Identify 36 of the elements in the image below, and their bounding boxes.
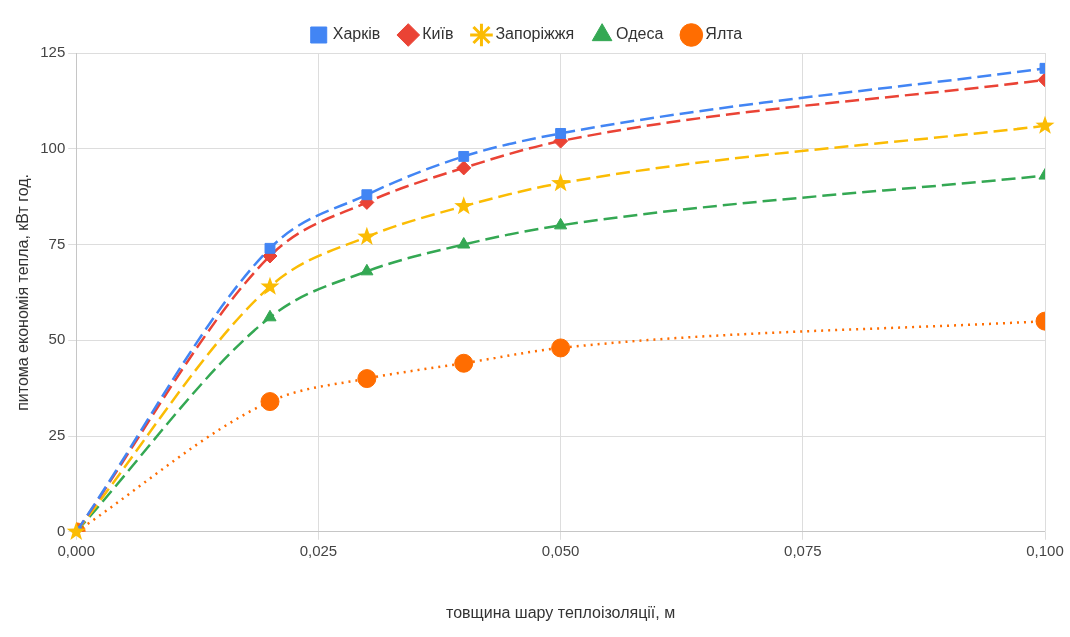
point [555, 127, 567, 139]
point [456, 160, 472, 176]
point [361, 189, 373, 201]
y-tick-label: 125 [40, 43, 66, 61]
y-axis-title: питома економія тепла, кВт год. [14, 173, 32, 411]
point [260, 276, 280, 295]
point [360, 263, 374, 276]
y-tick-label: 25 [48, 426, 66, 444]
point [66, 521, 86, 540]
y-tick-label: 0 [56, 521, 66, 539]
legend-label: Харків [332, 25, 381, 43]
point [454, 353, 474, 373]
y-tick-label: 75 [48, 234, 66, 252]
y-tick-label: 50 [48, 330, 66, 348]
point [263, 309, 277, 322]
point [357, 369, 377, 389]
point [457, 237, 471, 249]
legend-label: Запоріжжя [495, 25, 575, 43]
x-tick-label: 0,075 [784, 541, 822, 559]
legend-label: Ялта [705, 25, 743, 43]
point [551, 338, 571, 358]
point [551, 173, 571, 192]
point [554, 217, 568, 230]
legend-label: Київ [422, 25, 454, 43]
y-tick-label: 100 [40, 138, 66, 156]
point [264, 242, 276, 254]
x-tick-label: 0,025 [299, 541, 338, 559]
point [357, 226, 377, 245]
legend-label: Одеса [616, 25, 664, 43]
x-tick-label: 0,100 [1026, 541, 1064, 559]
x-axis-title: товщина шару теплоізоляції, м [446, 603, 676, 621]
point [454, 196, 474, 215]
point [458, 150, 470, 162]
x-tick-label: 0,050 [541, 541, 580, 559]
x-tick-label: 0,000 [57, 541, 95, 559]
point [260, 392, 280, 412]
